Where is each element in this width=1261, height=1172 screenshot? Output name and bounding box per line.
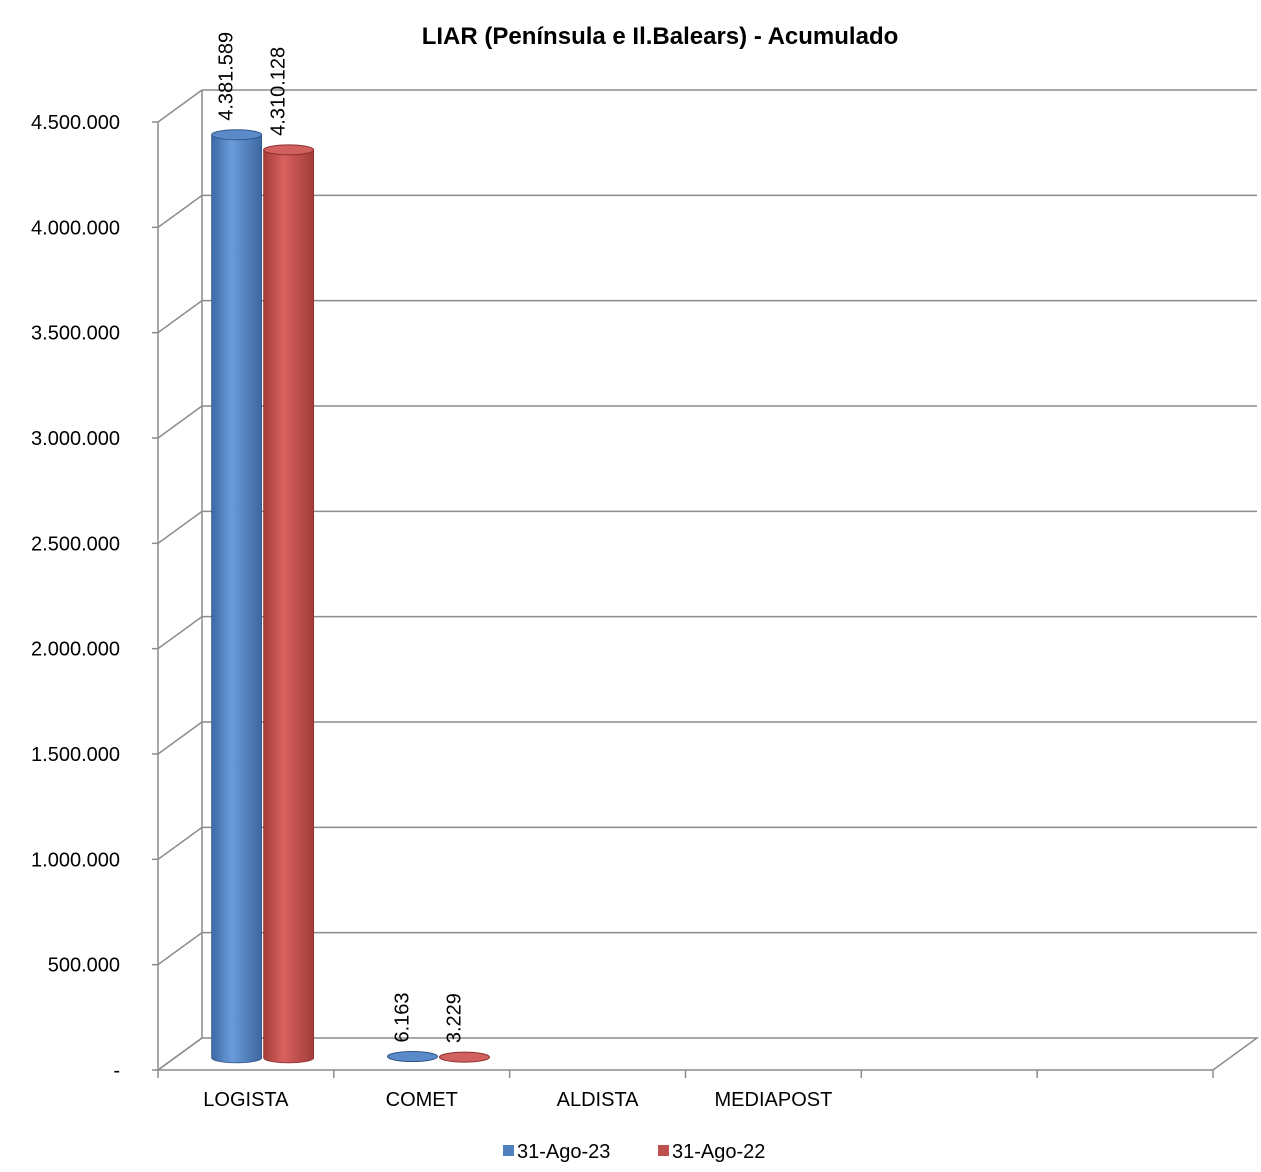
- bar: [263, 144, 315, 1064]
- x-tick-label: ALDISTA: [557, 1089, 640, 1111]
- legend-label: 31-Ago-23: [517, 1141, 610, 1163]
- y-gridline: [152, 194, 1257, 229]
- y-gridline: [152, 299, 1257, 334]
- x-tick-label: LOGISTA: [203, 1089, 289, 1111]
- bars: [211, 129, 490, 1064]
- y-tick-label: 3.000.000: [31, 428, 120, 450]
- bar: [438, 1051, 490, 1063]
- y-tick-label: 4.000.000: [31, 217, 120, 239]
- legend-swatch: [503, 1145, 514, 1156]
- legend-item: 31-Ago-22: [658, 1141, 765, 1163]
- floor: [155, 1037, 1260, 1071]
- gridlines: [152, 89, 1260, 1071]
- data-label: 3.229: [443, 993, 465, 1043]
- bar: [211, 129, 263, 1064]
- data-label: 4.381.589: [216, 32, 238, 121]
- y-tick-label: 500.000: [48, 955, 120, 977]
- y-gridline: [152, 89, 1257, 123]
- y-tick-label: 1.500.000: [31, 744, 120, 766]
- y-gridline: [152, 510, 1257, 545]
- data-label: 4.310.128: [268, 47, 290, 136]
- y-gridline: [152, 931, 1257, 966]
- legend-item: 31-Ago-23: [503, 1141, 610, 1163]
- legend: 31-Ago-23 31-Ago-22: [503, 1141, 765, 1163]
- legend-label: 31-Ago-22: [672, 1141, 765, 1163]
- y-tick-label: 2.000.000: [31, 639, 120, 661]
- axes: - 500.000 1.000.000 1.500.000 2.000.000 2.500…: [31, 112, 1214, 1111]
- x-tick-label: MEDIAPOST: [715, 1089, 833, 1111]
- x-tick-label: COMET: [386, 1089, 458, 1111]
- y-tick-label: 4.500.000: [31, 112, 120, 134]
- y-gridline: [152, 721, 1257, 755]
- y-tick-label: -: [113, 1060, 120, 1082]
- y-tick-label: 2.500.000: [31, 533, 120, 555]
- data-labels: 4.381.589 4.310.128 6.163 3.229: [216, 32, 466, 1043]
- y-gridline: [152, 826, 1257, 861]
- chart-title: LIAR (Península e Il.Balears) - Acumulad…: [422, 23, 899, 50]
- legend-swatch: [658, 1145, 669, 1156]
- y-tick-label: 1.000.000: [31, 849, 120, 871]
- y-tick-label: 3.500.000: [31, 323, 120, 345]
- y-gridline: [152, 615, 1257, 650]
- data-label: 6.163: [391, 992, 413, 1042]
- y-gridline: [152, 405, 1257, 439]
- bar: [386, 1051, 438, 1063]
